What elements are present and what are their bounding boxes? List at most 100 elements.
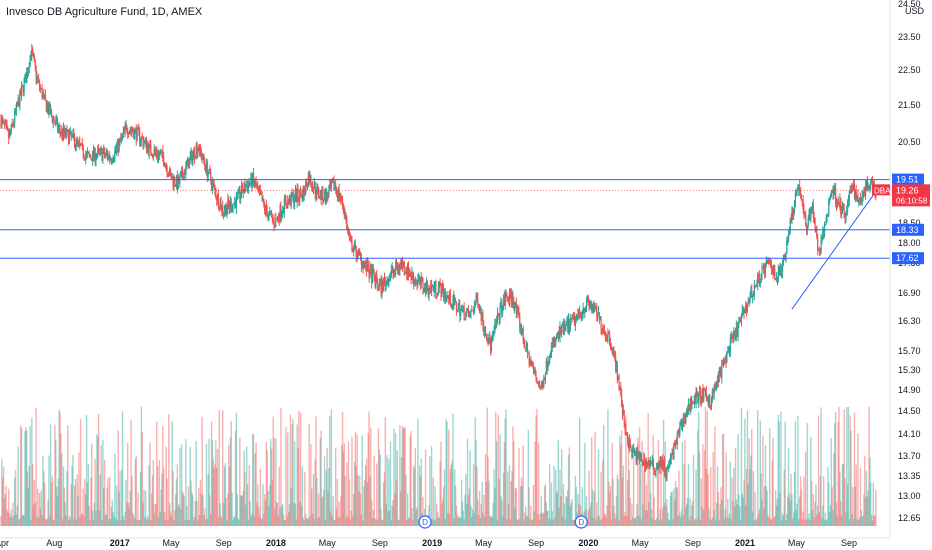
candle-body	[744, 310, 746, 314]
candle-body	[182, 176, 184, 180]
candle-body	[864, 184, 867, 197]
candle-body	[327, 196, 329, 198]
volume-bar	[264, 500, 267, 526]
candle-body	[506, 294, 508, 299]
candle-body	[689, 398, 691, 411]
volume-bar	[324, 519, 327, 526]
candle-body	[871, 180, 874, 186]
volume-bar	[634, 518, 637, 526]
volume-bar	[68, 516, 71, 526]
candle-body	[413, 278, 415, 285]
candle-body	[698, 393, 700, 404]
volume-bar	[824, 512, 827, 526]
candle-body	[870, 181, 872, 185]
volume-bar	[491, 517, 494, 526]
volume-bar	[864, 455, 866, 526]
candle-body	[478, 307, 481, 310]
candle-body	[339, 198, 341, 200]
candle-body	[150, 144, 152, 154]
candle-body	[673, 442, 675, 459]
candle-body	[775, 278, 778, 280]
volume-bar	[296, 424, 298, 526]
candle-body	[823, 230, 825, 236]
volume-bar	[417, 418, 419, 526]
candle-body	[715, 385, 717, 389]
volume-bar	[2, 478, 4, 526]
time-tick-label: May	[319, 538, 337, 548]
candle-body	[526, 344, 529, 354]
candle-body	[278, 218, 280, 222]
volume-bar	[211, 439, 214, 526]
time-axis[interactable]: AprAug2017MaySep2018MaySep2019MaySep2020…	[0, 537, 890, 548]
candle-body	[218, 207, 220, 210]
price-axis[interactable]: USD24.5023.5022.5021.5020.5019.5018.5018…	[889, 0, 925, 538]
volume-bar	[231, 492, 233, 526]
candle-body	[872, 181, 874, 186]
candle-body	[498, 316, 500, 320]
candle-body	[289, 196, 291, 206]
volume-bar	[81, 513, 84, 526]
volume-bar	[475, 440, 477, 526]
candle-body	[745, 305, 747, 311]
candle-body	[2, 118, 4, 121]
volume-bar	[339, 517, 341, 526]
candle-body	[859, 197, 861, 200]
volume-bar	[816, 514, 818, 526]
candle-body	[778, 267, 780, 271]
volume-bar	[465, 473, 467, 526]
candle-body	[723, 359, 725, 361]
volume-bar	[279, 508, 281, 526]
volume-bar	[352, 494, 355, 526]
candle-body	[26, 73, 28, 84]
volume-bar	[853, 412, 856, 526]
candle-body	[532, 363, 534, 368]
volume-bar	[454, 485, 457, 526]
volume-bar	[679, 517, 682, 526]
volume-bar	[230, 420, 232, 526]
volume-bar	[142, 503, 144, 526]
candle-body	[247, 183, 249, 191]
candle-body	[166, 166, 168, 174]
candle-body	[598, 312, 600, 319]
candle-body	[299, 190, 301, 200]
candle-body	[454, 300, 456, 305]
volume-bar	[232, 519, 234, 526]
candle-body	[442, 283, 444, 290]
candle-body	[117, 140, 119, 152]
candle-body	[499, 306, 501, 320]
candle-body	[666, 469, 668, 476]
volume-bar	[804, 451, 807, 526]
volume-bar	[664, 441, 666, 526]
volume-bar	[104, 514, 107, 526]
candle-body	[196, 146, 198, 154]
candle-body	[210, 172, 212, 181]
candle-body	[804, 212, 806, 216]
volume-bar	[163, 511, 166, 526]
candle-body	[694, 395, 696, 404]
candle-body	[606, 337, 608, 341]
candle-body	[520, 329, 522, 331]
candle-body	[592, 307, 594, 313]
volume-bar	[131, 476, 133, 526]
candle-body	[627, 440, 630, 449]
candle-body	[246, 185, 248, 187]
candle-body	[496, 319, 498, 327]
volume-bar	[870, 515, 873, 526]
volume-bar	[288, 504, 291, 526]
volume-bar	[192, 494, 194, 526]
candle-body	[747, 300, 749, 304]
volume-bar	[109, 476, 111, 526]
volume-bar	[616, 474, 619, 526]
candle-body	[547, 362, 549, 369]
candle-body	[276, 216, 279, 220]
volume-bar	[596, 502, 598, 526]
candle-body	[38, 80, 41, 88]
volume-bar	[397, 519, 399, 526]
candle-body	[671, 450, 673, 454]
volume-bar	[489, 517, 492, 526]
candle-body	[294, 190, 297, 200]
candle-body	[753, 285, 755, 296]
volume-bar	[259, 468, 262, 526]
volume-bar	[455, 505, 458, 526]
